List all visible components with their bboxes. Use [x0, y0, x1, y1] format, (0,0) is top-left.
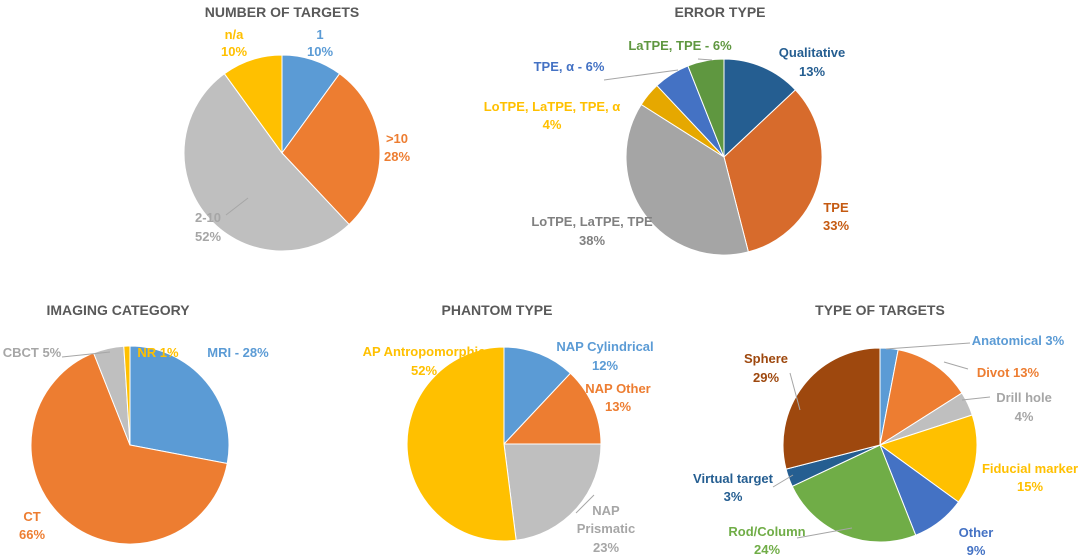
slice-label: 1 [316, 27, 323, 42]
leader-line [61, 351, 111, 358]
pie-slice-mri-28 [129, 345, 230, 465]
pie-slice-nap-prismatic [503, 443, 602, 541]
slice-label: Divot 13% [977, 365, 1040, 380]
slice-percent: 10% [221, 44, 247, 59]
pie-phantom-type [406, 346, 602, 542]
slice-label: LoTPE, LaTPE, TPE [531, 214, 653, 229]
slice-label: TPE, α - 6% [534, 59, 605, 74]
leader-line [796, 527, 853, 539]
pie-slice-10 [281, 73, 381, 226]
slice-percent: 3% [724, 489, 743, 504]
slice-percent: 13% [605, 399, 631, 414]
slice-label: Rod/Column [728, 524, 805, 539]
slice-label: CBCT 5% [3, 345, 62, 360]
pie-number-of-targets [183, 54, 381, 252]
slice-percent: 52% [411, 363, 437, 378]
slice-label: Fiducial marker [982, 461, 1078, 476]
slice-percent: 33% [823, 218, 849, 233]
slice-percent: 28% [384, 149, 410, 164]
slice-label: Other [959, 525, 994, 540]
chart-title-phantom-type: PHANTOM TYPE [442, 302, 553, 318]
slice-percent: 29% [753, 370, 779, 385]
chart-title-error-type: ERROR TYPE [674, 4, 765, 20]
svg-text:Prismatic: Prismatic [577, 521, 636, 536]
slice-label: Virtual target [693, 471, 774, 486]
leader-line [575, 494, 595, 514]
pie-slice-fiducial-marker [878, 414, 978, 503]
slice-percent: 9% [967, 543, 986, 558]
slice-label: Anatomical 3% [972, 333, 1065, 348]
slice-percent: 38% [579, 233, 605, 248]
pie-slice-nr-1 [123, 345, 131, 446]
slice-percent: 52% [195, 229, 221, 244]
slice-percent: 23% [593, 540, 619, 555]
leader-line [603, 69, 679, 81]
slice-percent: 12% [592, 358, 618, 373]
leader-line [772, 474, 794, 488]
leader-line [885, 342, 971, 350]
pie-slice-nap-cylindrical [503, 346, 572, 446]
slice-label: Sphere [744, 351, 788, 366]
slice-percent: 15% [1017, 479, 1043, 494]
pie-error-type [625, 58, 823, 256]
slice-label: CT [23, 509, 40, 524]
pie-slice-rod-column [791, 444, 917, 543]
slice-percent: 10% [307, 44, 333, 59]
slice-label: Qualitative [779, 45, 845, 60]
slice-label: NR 1% [137, 345, 179, 360]
leader-line [943, 361, 969, 370]
slice-label: 2-10 [195, 210, 221, 225]
leader-line [225, 197, 249, 216]
chart-title-type-of-targets: TYPE OF TARGETS [815, 302, 945, 318]
leader-line [961, 396, 991, 401]
slice-label-nap-prismatic: NAP Prismatic [577, 503, 636, 536]
slice-label: >10 [386, 131, 408, 146]
slice-percent: 24% [754, 542, 780, 557]
pie-slice-qualitative [723, 58, 797, 159]
pie-slice-tpe [723, 89, 823, 253]
slice-percent: 4% [1015, 409, 1034, 424]
slice-percent: 66% [19, 527, 45, 542]
pie-slice-ct [30, 352, 228, 545]
pie-slice-latpe-tpe-6 [687, 58, 725, 158]
chart-title-number-of-targets: NUMBER OF TARGETS [205, 4, 360, 20]
slice-label: TPE [823, 200, 849, 215]
slice-label: NAP Other [585, 381, 651, 396]
pie-slice-sphere [782, 347, 881, 470]
chart-title-imaging-category: IMAGING CATEGORY [46, 302, 190, 318]
slice-label: AP Antropomorphic [363, 344, 486, 359]
slice-label: LoTPE, LaTPE, TPE, α [484, 99, 621, 114]
slice-label: NAP Cylindrical [556, 339, 653, 354]
slice-percent: 13% [799, 64, 825, 79]
leader-lines [61, 58, 991, 539]
leader-line [697, 58, 713, 61]
svg-text:NAP: NAP [592, 503, 620, 518]
pie-imaging-category [30, 345, 230, 545]
pie-slice-divot-13 [879, 349, 963, 447]
pie-type-of-targets [782, 347, 978, 543]
pie-slice-nap-other [502, 372, 602, 445]
pie-slice-ap-antropomorphic [406, 346, 517, 542]
slice-label: n/a [225, 27, 245, 42]
pie-slice-2-10 [183, 73, 350, 252]
slice-label: LaTPE, TPE - 6% [628, 38, 732, 53]
pie-slice-n-a [223, 54, 283, 155]
slice-label: MRI - 28% [207, 345, 269, 360]
slice-percent: 4% [543, 117, 562, 132]
pie-slice-lotpe-latpe-tpe [625, 103, 749, 256]
slice-label: Drill hole [996, 390, 1052, 405]
leader-line [789, 372, 801, 411]
